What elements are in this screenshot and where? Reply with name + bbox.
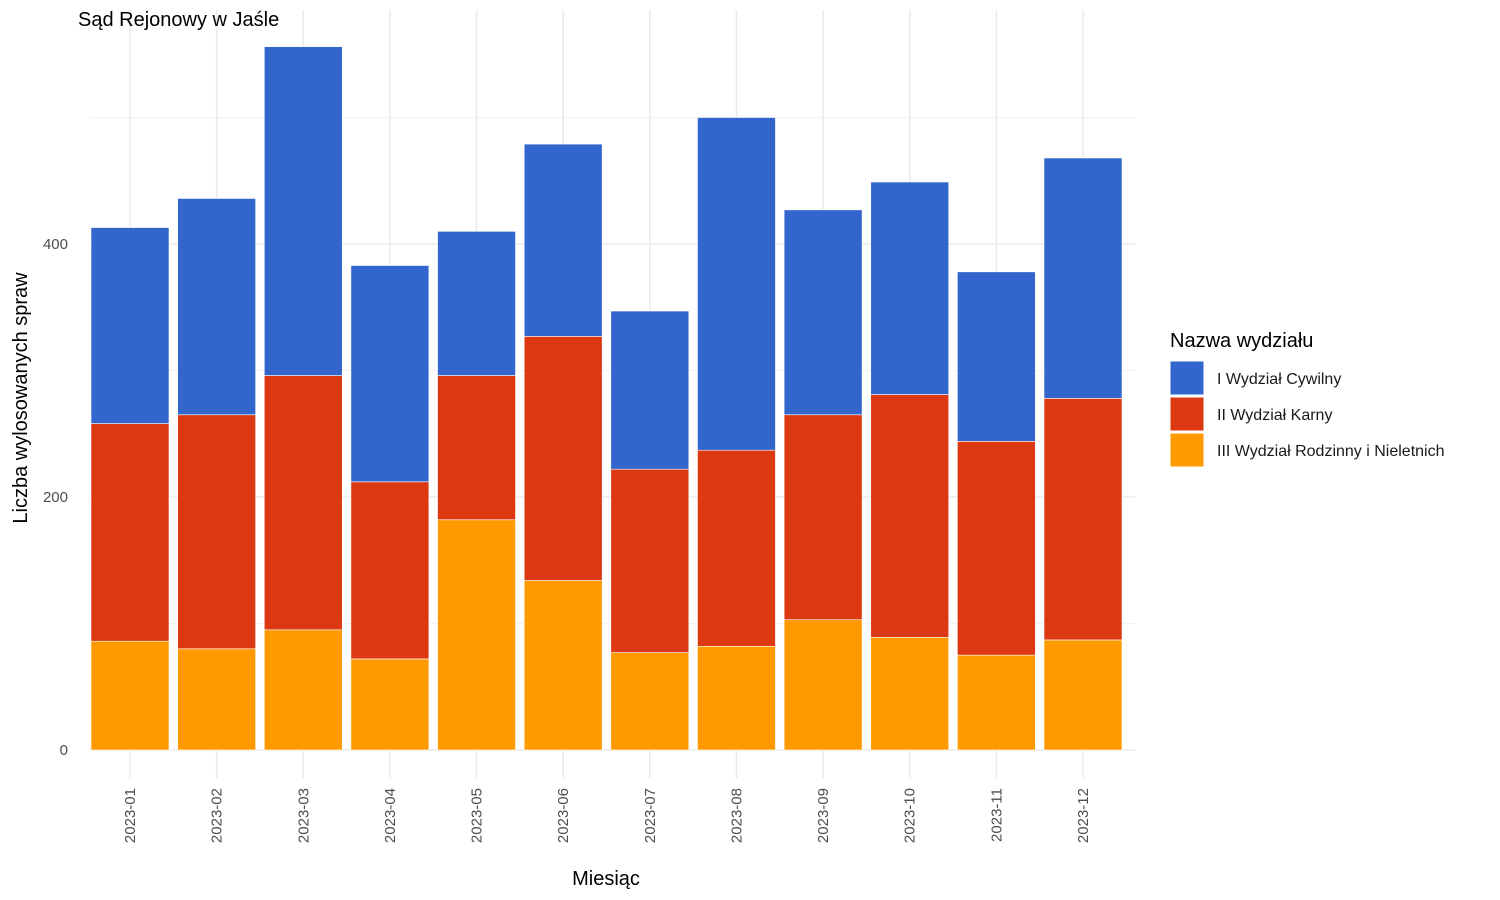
legend-swatch	[1169, 360, 1205, 396]
bar-segment	[437, 519, 516, 751]
x-tick-label: 2023-01	[122, 788, 139, 843]
x-tick-label: 2023-02	[209, 788, 226, 843]
bar-segment	[870, 181, 950, 395]
bar-segment	[263, 375, 343, 631]
bar-segment	[610, 652, 690, 751]
bar-segment	[870, 394, 950, 638]
bars	[90, 46, 1123, 751]
bar-segment	[437, 231, 516, 376]
bar-segment	[263, 46, 343, 376]
bar-segment	[350, 481, 430, 660]
bar-segment	[90, 640, 170, 751]
bar-segment	[610, 468, 690, 653]
x-tick-label: 2023-12	[1075, 788, 1092, 843]
y-tick-label: 0	[60, 742, 68, 759]
legend-label: II Wydział Karny	[1217, 407, 1332, 424]
bar-segment	[783, 414, 863, 621]
bar-segment	[263, 629, 343, 751]
bar-segment	[177, 198, 256, 416]
x-tick-label: 2023-04	[382, 788, 399, 843]
x-tick-label: 2023-09	[815, 788, 832, 843]
bar-segment	[783, 619, 863, 751]
bar-segment	[957, 441, 1036, 656]
legend: Nazwa wydziału I Wydział Cywilny II Wydzi…	[1169, 330, 1445, 468]
bar-segment	[783, 209, 863, 416]
bar-segment	[957, 654, 1036, 751]
chart-title: Sąd Rejonowy w Jaśle	[78, 9, 279, 31]
bar-segment	[523, 336, 603, 581]
bar-segment	[1043, 639, 1123, 751]
bar-segment	[1043, 157, 1123, 399]
bar-segment	[90, 423, 170, 642]
bar-segment	[610, 310, 690, 470]
y-tick-label: 200	[43, 489, 68, 506]
y-axis-title: Liczba wylosowanych spraw	[10, 272, 32, 524]
bar-segment	[697, 645, 776, 751]
bar-segment	[177, 648, 256, 751]
x-tick-label: 2023-07	[642, 788, 659, 843]
x-tick-label: 2023-08	[728, 788, 745, 843]
legend-label: III Wydział Rodzinny i Nieletnich	[1217, 443, 1445, 460]
bar-segment	[697, 449, 776, 647]
x-tick-label: 2023-05	[469, 788, 486, 843]
bar-segment	[90, 227, 170, 424]
bar-segment	[957, 271, 1036, 442]
bar-segment	[350, 265, 430, 483]
bar-segment	[350, 658, 430, 751]
bar-segment	[1043, 398, 1123, 641]
x-tick-label: 2023-10	[902, 788, 919, 843]
y-axis-ticks: 0 200 400	[43, 236, 68, 759]
x-axis-ticks: 2023-01 2023-02 2023-03 2023-04 2023-05 2023-…	[122, 788, 1092, 843]
x-tick-label: 2023-03	[295, 788, 312, 843]
y-tick-label: 400	[43, 236, 68, 253]
x-axis-title: Miesiąc	[572, 868, 640, 890]
legend-swatch	[1169, 396, 1205, 432]
bar-segment	[697, 117, 776, 451]
bar-segment	[523, 143, 603, 337]
bar-segment	[437, 375, 516, 521]
legend-title: Nazwa wydziału	[1170, 330, 1313, 352]
legend-label: I Wydział Cywilny	[1217, 371, 1341, 388]
x-tick-label: 2023-11	[988, 788, 1005, 842]
x-tick-label: 2023-06	[555, 788, 572, 843]
bar-segment	[870, 637, 950, 751]
bar-segment	[177, 414, 256, 650]
legend-swatch	[1169, 432, 1205, 468]
bar-segment	[523, 580, 603, 751]
